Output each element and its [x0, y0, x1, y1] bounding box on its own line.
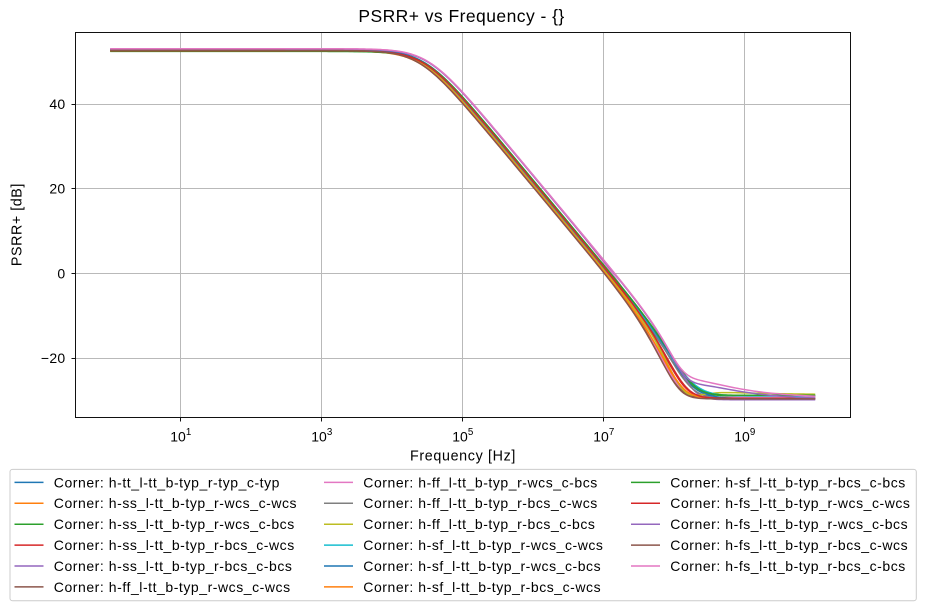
svg-text:Corner: h-sf_l-tt_b-typ_r-wcs_: Corner: h-sf_l-tt_b-typ_r-wcs_c-wcs — [363, 537, 603, 553]
svg-text:PSRR+ [dB]: PSRR+ [dB] — [10, 183, 26, 266]
svg-text:Corner: h-fs_l-tt_b-typ_r-bcs_: Corner: h-fs_l-tt_b-typ_r-bcs_c-wcs — [670, 537, 908, 553]
svg-text:Corner: h-ff_l-tt_b-typ_r-wcs_: Corner: h-ff_l-tt_b-typ_r-wcs_c-bcs — [363, 474, 598, 490]
svg-text:Corner: h-sf_l-tt_b-typ_r-wcs_: Corner: h-sf_l-tt_b-typ_r-wcs_c-bcs — [363, 558, 601, 574]
svg-text:Corner: h-ss_l-tt_b-typ_r-bcs_: Corner: h-ss_l-tt_b-typ_r-bcs_c-wcs — [54, 537, 295, 553]
svg-text:Corner: h-ff_l-tt_b-typ_r-wcs_: Corner: h-ff_l-tt_b-typ_r-wcs_c-wcs — [54, 579, 291, 595]
svg-text:0: 0 — [57, 265, 65, 281]
svg-text:PSRR+ vs Frequency - {}: PSRR+ vs Frequency - {} — [358, 6, 564, 26]
svg-text:Corner: h-ff_l-tt_b-typ_r-bcs_: Corner: h-ff_l-tt_b-typ_r-bcs_c-bcs — [363, 516, 595, 532]
svg-text:40: 40 — [49, 96, 65, 112]
svg-text:Corner: h-sf_l-tt_b-typ_r-bcs_: Corner: h-sf_l-tt_b-typ_r-bcs_c-wcs — [363, 579, 601, 595]
svg-text:Corner: h-fs_l-tt_b-typ_r-wcs_: Corner: h-fs_l-tt_b-typ_r-wcs_c-bcs — [670, 516, 908, 532]
svg-text:Corner: h-fs_l-tt_b-typ_r-bcs_: Corner: h-fs_l-tt_b-typ_r-bcs_c-bcs — [670, 558, 906, 574]
svg-text:Corner: h-ff_l-tt_b-typ_r-bcs_: Corner: h-ff_l-tt_b-typ_r-bcs_c-wcs — [363, 495, 598, 511]
svg-text:Frequency [Hz]: Frequency [Hz] — [410, 449, 516, 465]
svg-text:−20: −20 — [41, 350, 66, 366]
svg-text:Corner: h-ss_l-tt_b-typ_r-bcs_: Corner: h-ss_l-tt_b-typ_r-bcs_c-bcs — [54, 558, 293, 574]
svg-text:Corner: h-ss_l-tt_b-typ_r-wcs_: Corner: h-ss_l-tt_b-typ_r-wcs_c-bcs — [54, 516, 295, 532]
svg-text:Corner: h-ss_l-tt_b-typ_r-wcs_: Corner: h-ss_l-tt_b-typ_r-wcs_c-wcs — [54, 495, 297, 511]
svg-text:Corner: h-fs_l-tt_b-typ_r-wcs_: Corner: h-fs_l-tt_b-typ_r-wcs_c-wcs — [670, 495, 910, 511]
svg-text:20: 20 — [49, 181, 65, 197]
svg-text:Corner: h-sf_l-tt_b-typ_r-bcs_: Corner: h-sf_l-tt_b-typ_r-bcs_c-bcs — [670, 474, 906, 490]
svg-text:Corner: h-tt_l-tt_b-typ_r-typ_: Corner: h-tt_l-tt_b-typ_r-typ_c-typ — [54, 474, 280, 490]
